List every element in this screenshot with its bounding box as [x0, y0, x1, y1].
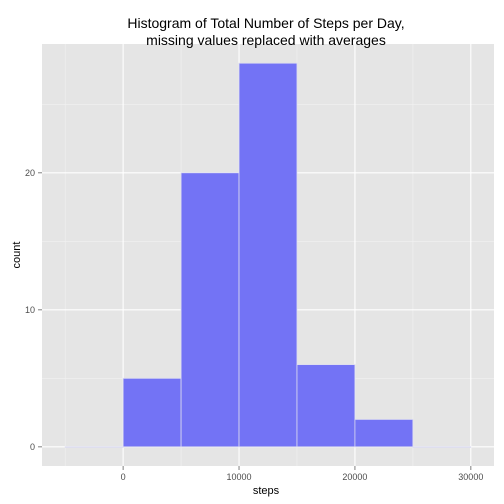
x-tick-label: 10000: [227, 472, 252, 482]
y-axis-title: count: [11, 242, 23, 269]
histogram-bars: [64, 62, 472, 448]
histogram-bar: [238, 62, 298, 448]
histogram-bar: [412, 446, 472, 448]
x-axis-ticks: 0 10000 20000 30000: [121, 466, 483, 482]
chart-title-line-1: Histogram of Total Number of Steps per D…: [127, 15, 404, 31]
histogram-bar: [296, 364, 356, 448]
histogram-bar: [180, 172, 240, 448]
histogram-bar: [122, 377, 182, 448]
y-tick-label: 20: [25, 168, 35, 178]
histogram-bar: [64, 446, 124, 448]
histogram-bar: [354, 419, 414, 448]
x-tick-label: 0: [121, 472, 126, 482]
y-tick-label: 10: [25, 305, 35, 315]
chart-title-line-2: missing values replaced with averages: [146, 32, 386, 48]
x-tick-label: 30000: [458, 472, 483, 482]
y-tick-label: 0: [30, 442, 35, 452]
x-tick-label: 20000: [342, 472, 367, 482]
y-axis-ticks: 0 10 20: [25, 168, 42, 452]
x-axis-title: steps: [253, 485, 280, 497]
